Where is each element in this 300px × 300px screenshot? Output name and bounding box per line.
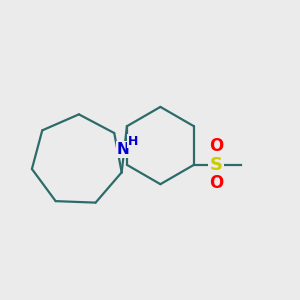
Text: H: H: [128, 135, 138, 148]
Text: O: O: [209, 174, 223, 192]
Text: N: N: [117, 142, 130, 157]
Text: O: O: [209, 137, 223, 155]
Text: S: S: [210, 156, 223, 174]
